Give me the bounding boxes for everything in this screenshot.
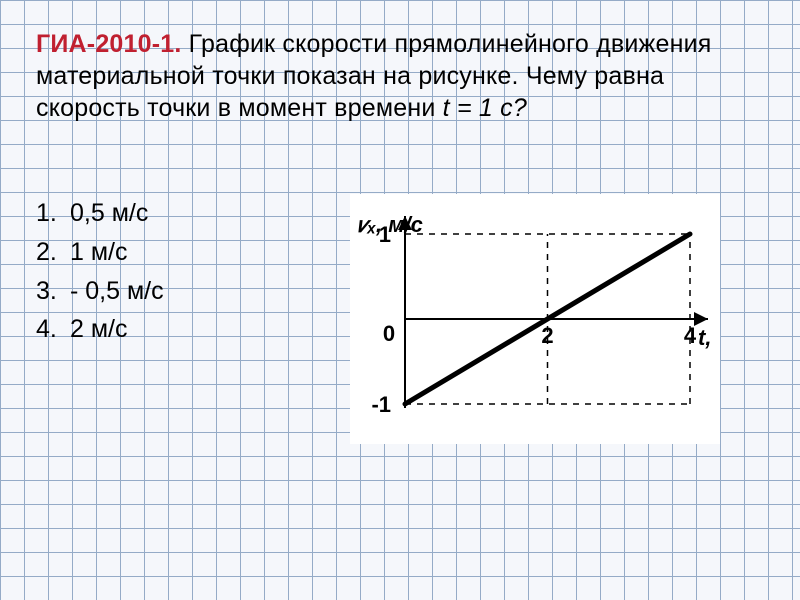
problem-title: ГИА-2010-1. (36, 30, 182, 58)
problem-statement: ГИА-2010-1. График скорости прямолинейно… (36, 28, 764, 124)
answer-text: 1 м/с (70, 233, 127, 272)
answer-number: 3. (36, 272, 70, 311)
velocity-chart: 024-11𝑣ₓ, м/сt, (300, 184, 720, 454)
svg-text:0: 0 (383, 321, 395, 346)
answer-number: 2. (36, 233, 70, 272)
answer-option: 2.1 м/с (36, 233, 256, 272)
svg-text:2: 2 (541, 323, 553, 348)
answer-text: 0,5 м/с (70, 194, 148, 233)
answer-number: 4. (36, 310, 70, 349)
answer-option: 3.- 0,5 м/с (36, 272, 256, 311)
svg-text:𝑣ₓ, м/с: 𝑣ₓ, м/с (357, 212, 423, 237)
answer-number: 1. (36, 194, 70, 233)
problem-variable: t = 1 с? (443, 94, 527, 122)
svg-text:t,: t, (698, 325, 711, 350)
answer-text: 2 м/с (70, 310, 127, 349)
svg-text:-1: -1 (371, 392, 391, 417)
svg-text:4: 4 (684, 323, 697, 348)
answer-option: 1.0,5 м/с (36, 194, 256, 233)
answer-option: 4.2 м/с (36, 310, 256, 349)
answer-options: 1.0,5 м/с2.1 м/с3.- 0,5 м/с4.2 м/с (36, 184, 256, 349)
answer-text: - 0,5 м/с (70, 272, 164, 311)
